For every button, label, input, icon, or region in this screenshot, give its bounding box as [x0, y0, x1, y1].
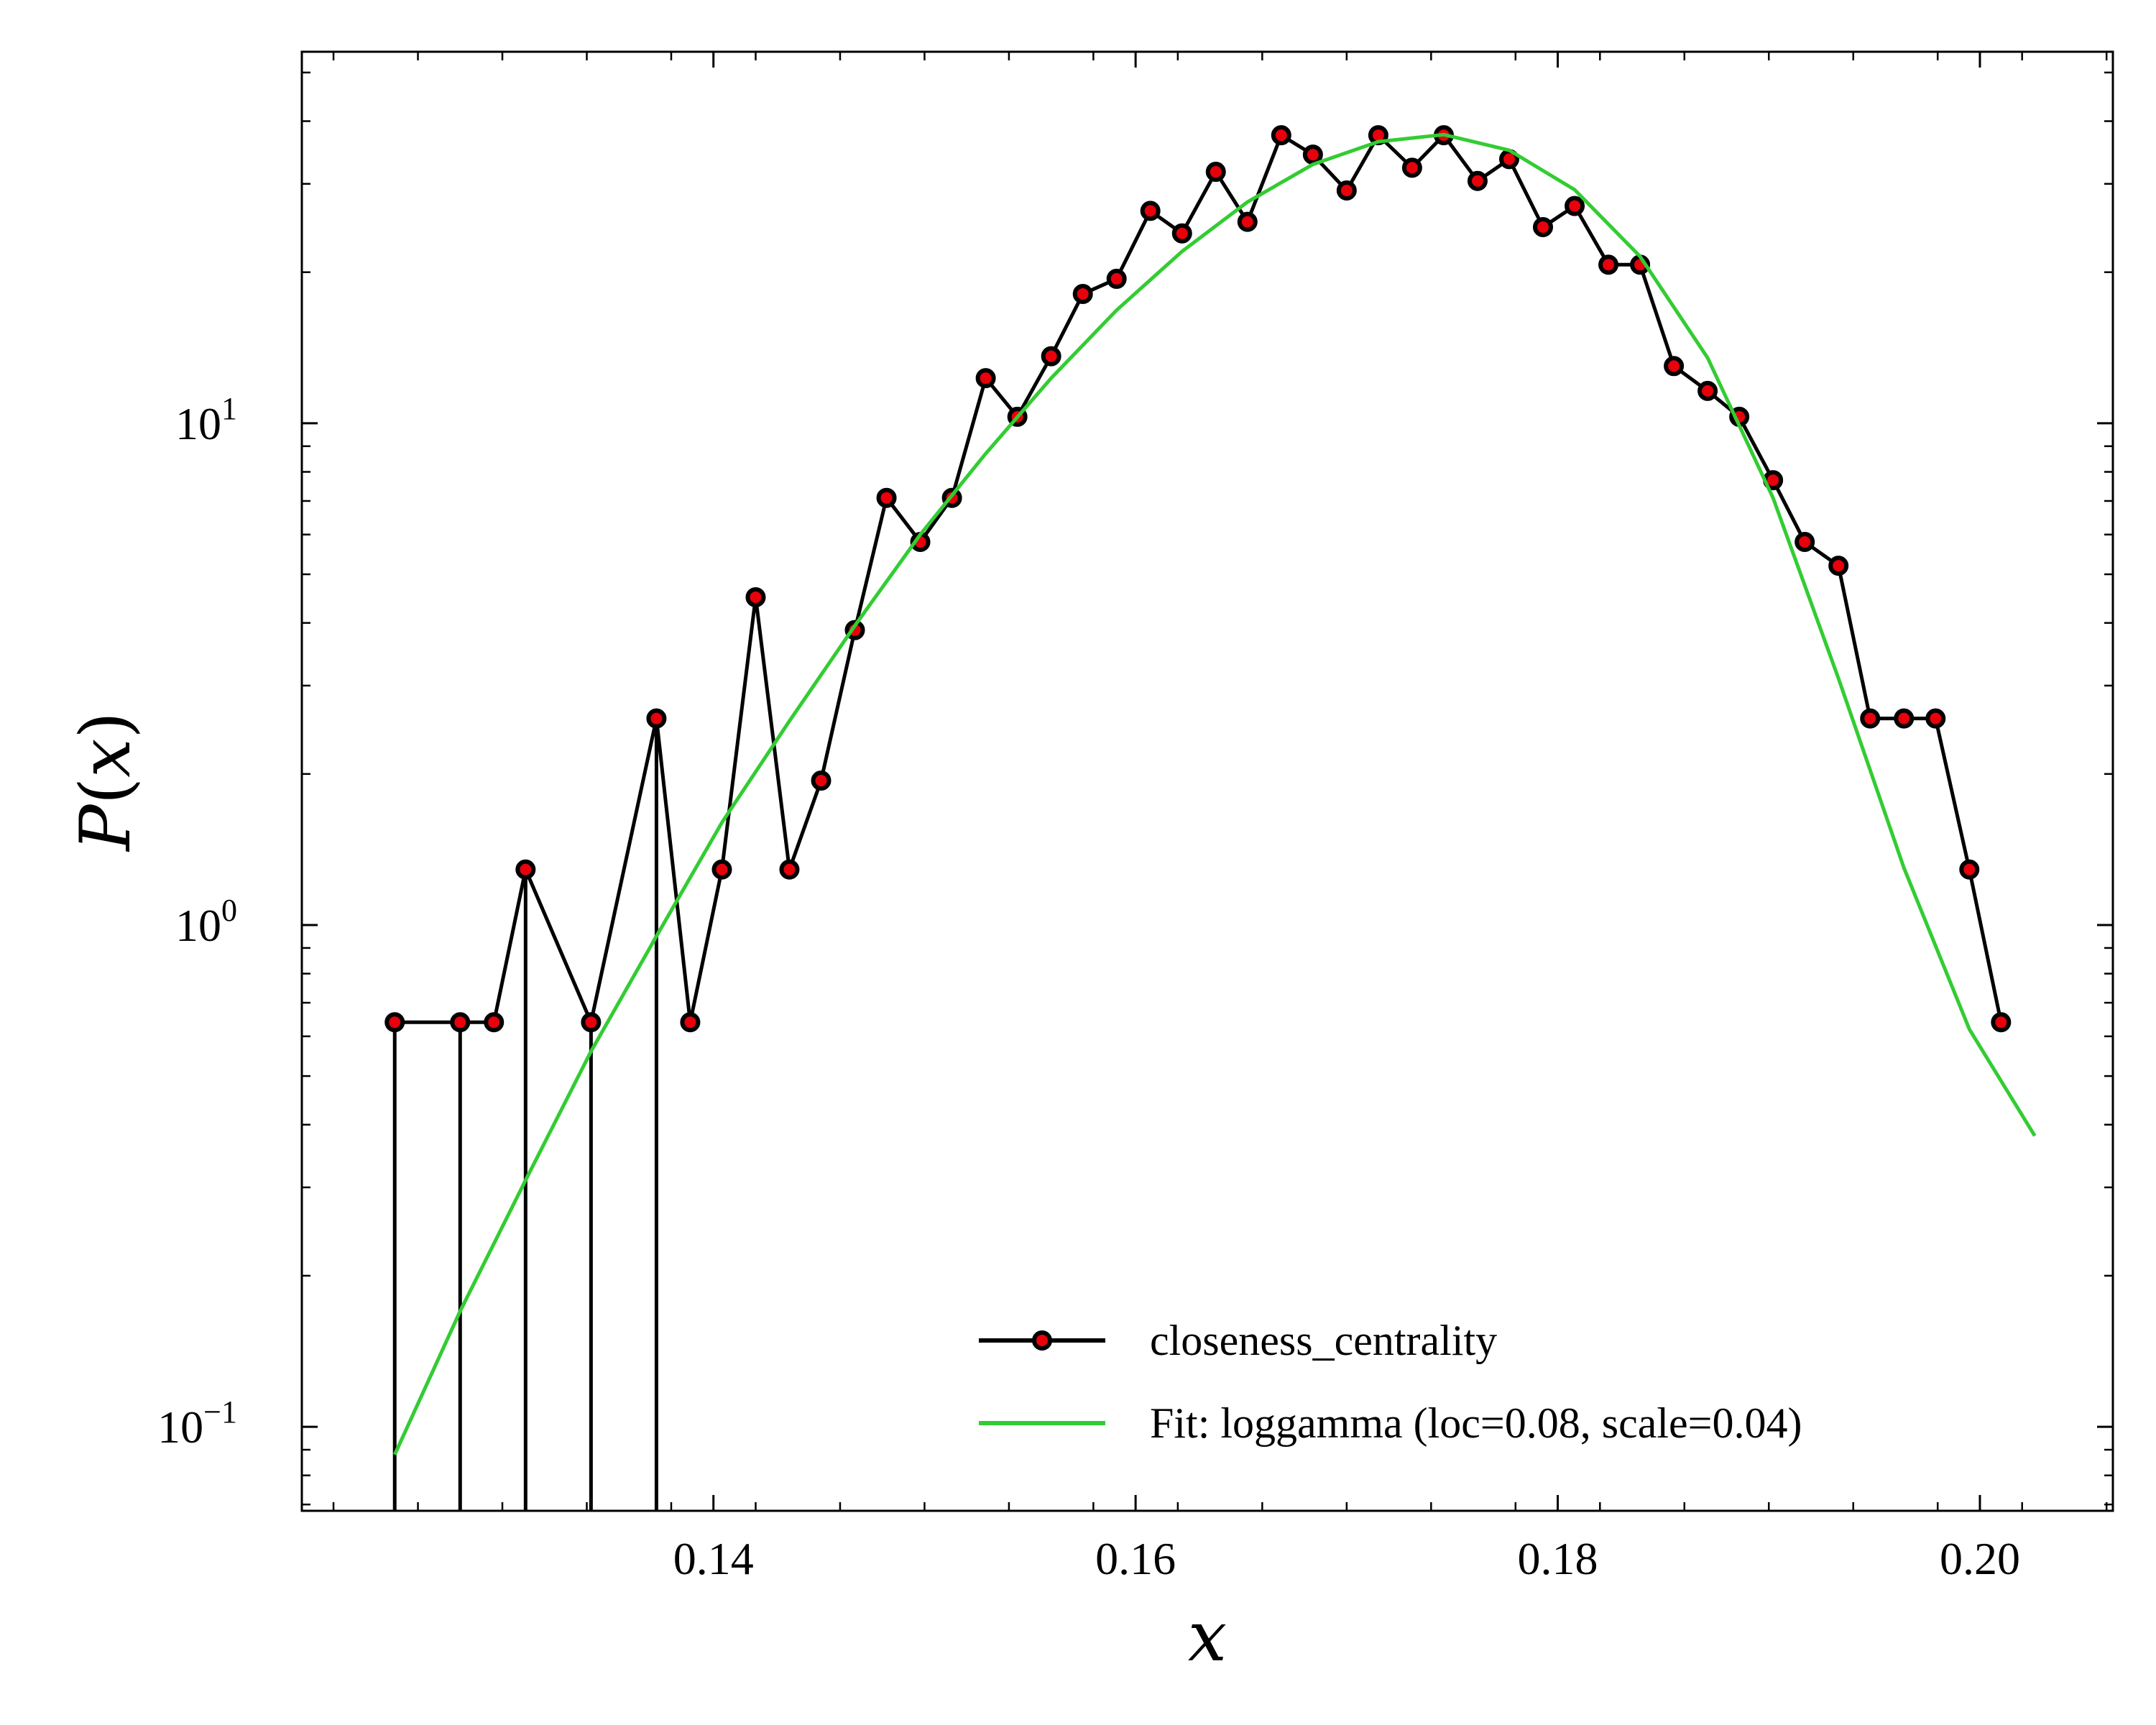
y-axis-title-open: ( — [65, 778, 146, 804]
x-tick-label: 0.20 — [1940, 1533, 2020, 1584]
x-tick-label: 0.18 — [1518, 1533, 1598, 1584]
data-point — [1828, 556, 1849, 576]
data-point — [711, 859, 732, 880]
y-tick-label: 10−1 — [157, 1394, 237, 1453]
data-point — [1565, 196, 1585, 216]
data-point — [1205, 162, 1226, 183]
data-point — [1991, 1012, 2012, 1033]
y-axis-title-close: ) — [65, 712, 146, 738]
x-axis-title: x — [1188, 1596, 1227, 1677]
y-tick-label: 100 — [175, 893, 237, 951]
legend-marker-closeness — [1032, 1330, 1052, 1351]
y-tick-label: 101 — [175, 391, 237, 449]
data-point — [1664, 356, 1685, 377]
data-point — [1697, 380, 1718, 401]
data-point — [1467, 170, 1488, 191]
legend-label-fit: Fit: loggamma (loc=0.08, scale=0.04) — [1150, 1399, 1802, 1447]
data-point — [1894, 708, 1915, 729]
x-tick-label: 0.14 — [673, 1533, 754, 1584]
data-point — [1925, 708, 1946, 729]
data-point — [450, 1012, 471, 1033]
fit-curve — [392, 132, 2037, 1455]
y-axis-title-func: P — [65, 804, 146, 852]
data-point — [646, 708, 667, 729]
data-point — [1860, 708, 1881, 729]
data-point — [1302, 144, 1323, 165]
data-point — [779, 859, 800, 880]
data-point — [745, 586, 766, 607]
y-axis-title-var: x — [65, 739, 146, 778]
data-point — [1072, 283, 1093, 304]
data-point — [1271, 125, 1291, 146]
data-point — [1106, 268, 1127, 289]
legend-label-closeness: closeness_centrality — [1150, 1317, 1497, 1364]
data-point — [581, 1012, 602, 1033]
series-layer — [384, 125, 2037, 1511]
data-point — [484, 1012, 505, 1033]
data-point — [811, 770, 831, 791]
data-point — [1140, 201, 1161, 221]
data-point — [1171, 223, 1192, 244]
ticks-layer: 0.14 0.16 0.18 0.20 10−1 100 101 — [157, 52, 2113, 1584]
data-point — [975, 368, 996, 389]
x-tick-label: 0.16 — [1095, 1533, 1176, 1584]
plot-frame — [300, 50, 2114, 1512]
data-point — [876, 487, 897, 508]
data-point — [1237, 211, 1258, 232]
data-point — [384, 1012, 405, 1033]
legend: closeness_centrality Fit: loggamma (loc=… — [979, 1317, 1802, 1447]
data-point — [515, 859, 536, 880]
data-point — [1401, 157, 1422, 178]
data-point — [680, 1012, 701, 1033]
data-point — [1532, 216, 1553, 237]
data-point — [1041, 346, 1061, 367]
data-point — [1598, 254, 1619, 275]
y-axis-title: P(x) — [65, 712, 146, 852]
data-point — [1959, 859, 1980, 880]
data-point — [1336, 180, 1357, 201]
data-point — [1795, 532, 1815, 553]
